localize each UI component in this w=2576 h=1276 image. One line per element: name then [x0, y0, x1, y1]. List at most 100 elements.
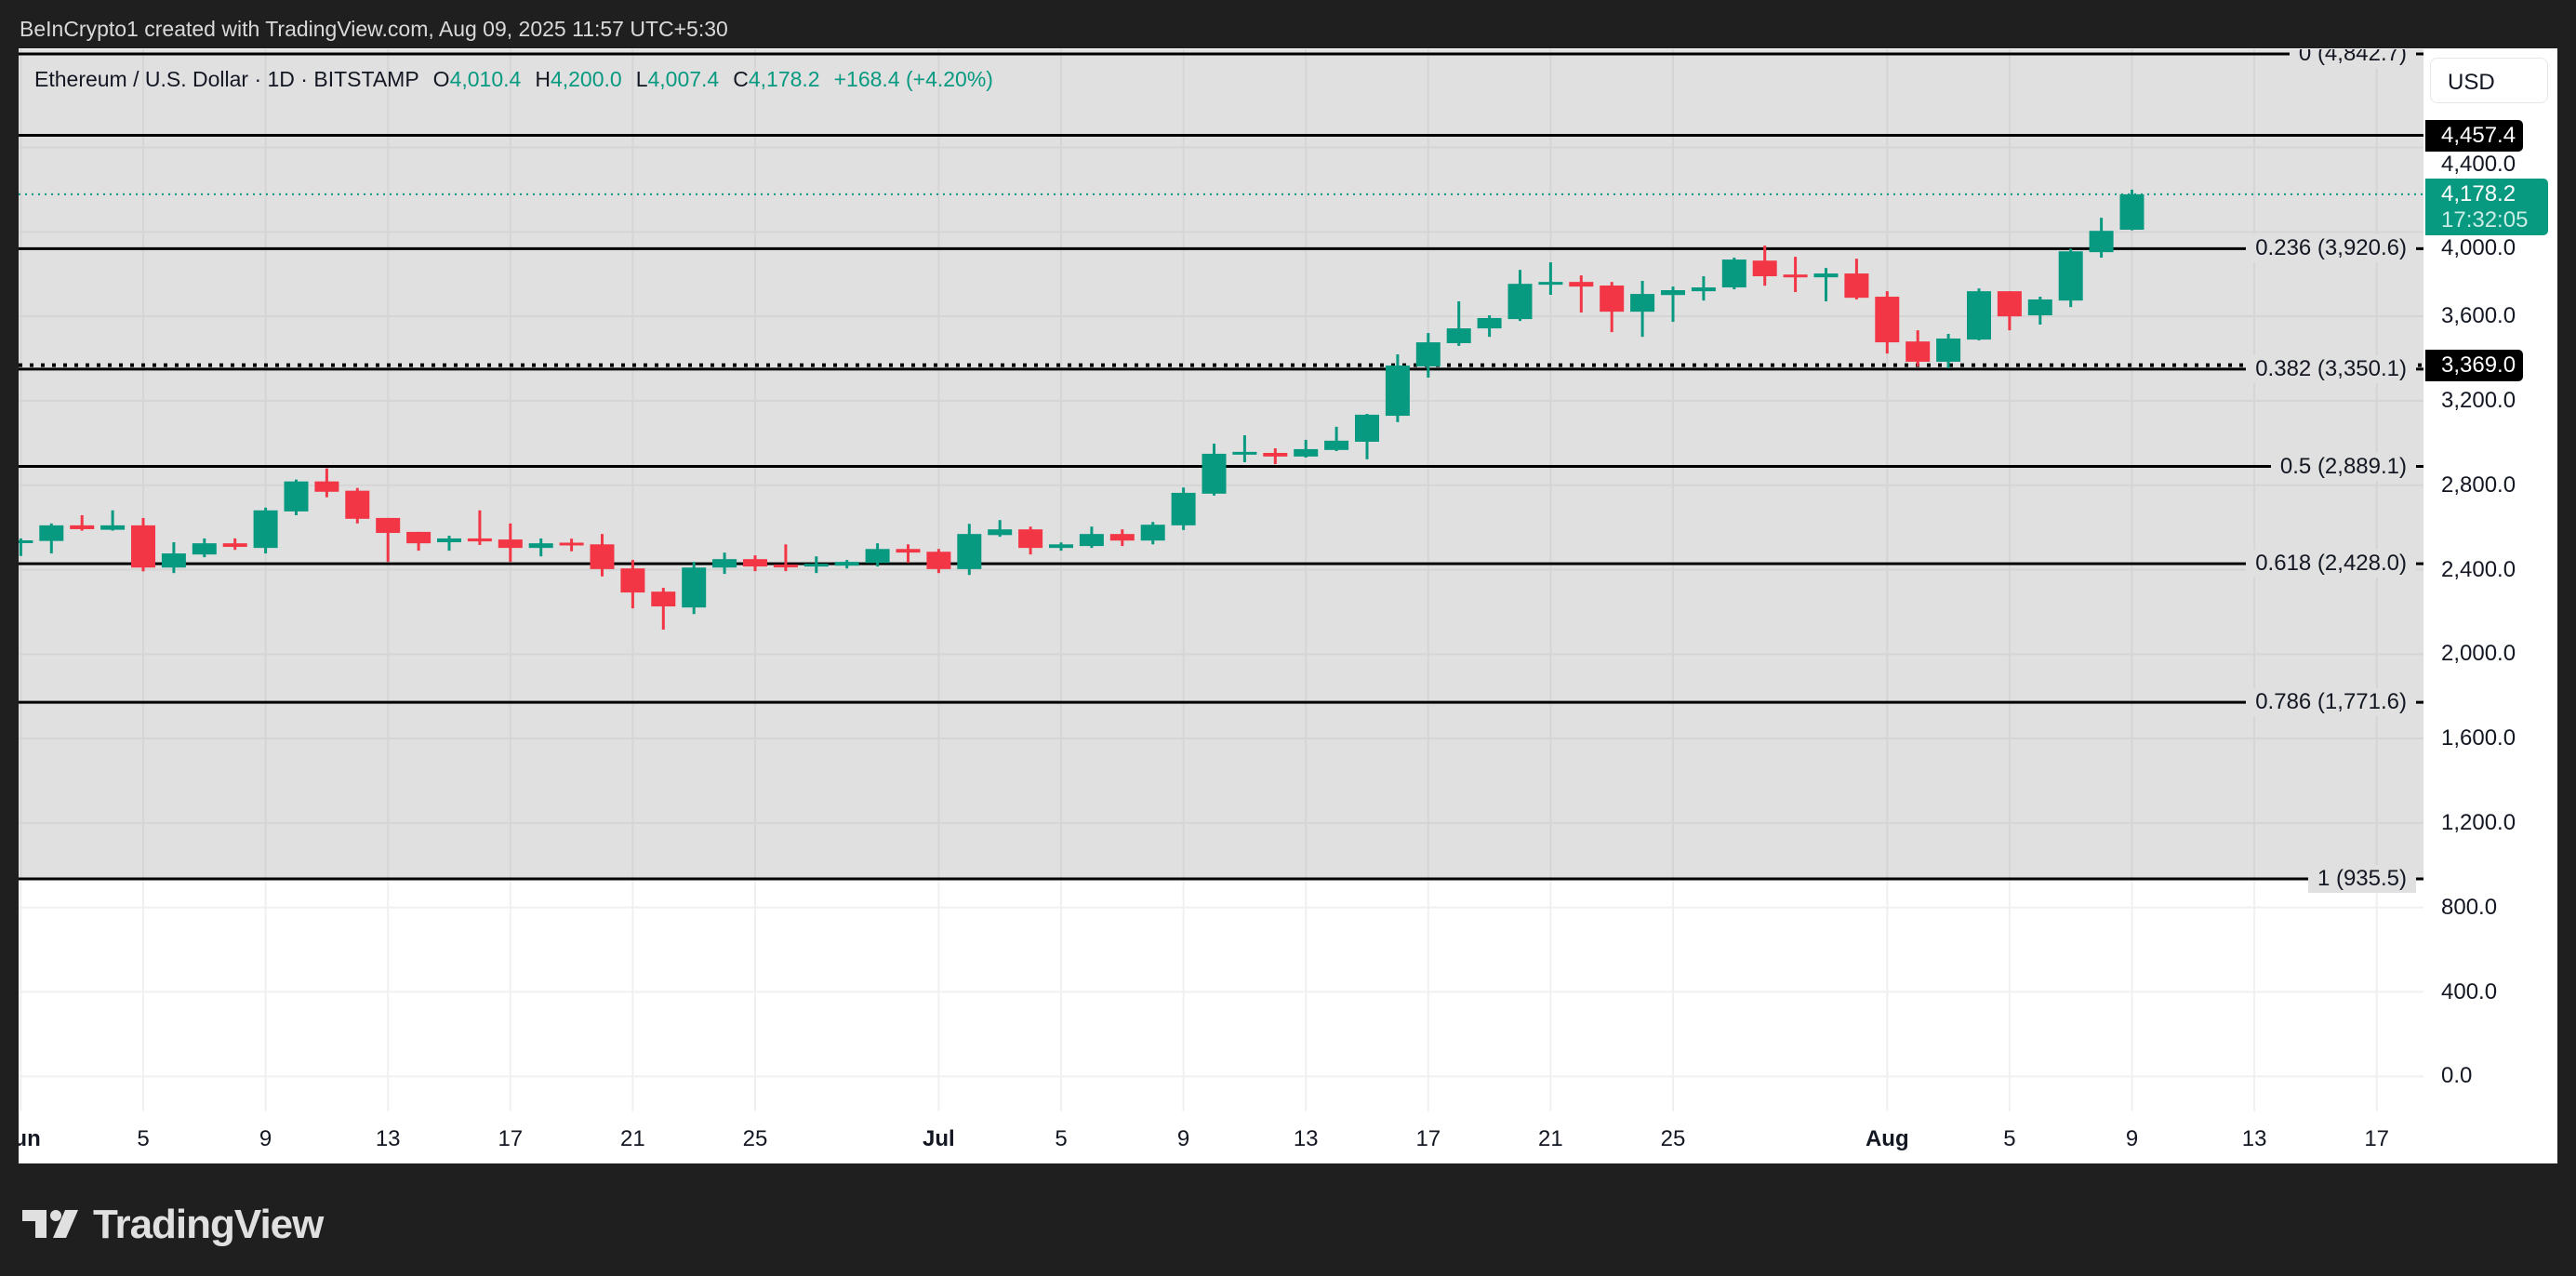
change-value: +168.4 (+4.20%) — [833, 67, 993, 91]
high-label: H — [535, 67, 551, 91]
price-axis-tick-label: 2,800.0 — [2441, 472, 2516, 498]
price-axis-tick-label: 4,000.0 — [2441, 234, 2516, 260]
time-axis-tick-label: 17 — [2364, 1126, 2390, 1151]
time-axis-tick-label: Jun — [19, 1126, 41, 1151]
time-axis-tick-label: 21 — [1538, 1126, 1563, 1151]
candle-body — [406, 531, 432, 544]
candle-body — [1600, 286, 1625, 312]
candle-body — [1813, 273, 1839, 278]
candle-body — [1630, 294, 1655, 312]
fib-level-label: 0.236 (3,920.6) — [2246, 234, 2416, 263]
candle-body — [896, 549, 921, 553]
candle-body — [1263, 453, 1288, 457]
time-axis-tick-label: 5 — [2003, 1126, 2016, 1151]
low-value: 4,007.4 — [647, 67, 720, 91]
candle-body — [1875, 297, 1900, 343]
time-axis-tick-label: 13 — [375, 1126, 401, 1151]
candle-body — [437, 538, 461, 543]
candle-body — [1997, 291, 2022, 317]
candle-body — [19, 539, 33, 543]
candle-body — [559, 542, 584, 546]
price-axis[interactable]: 0.0 400.0 800.0 1,200.0 1,600.0 2,000.0 2,400.… — [2423, 49, 2557, 1163]
fib-level-label: 1 (935.5) — [2307, 864, 2416, 893]
candle-body — [865, 549, 890, 564]
candle-body — [834, 562, 859, 566]
candle-body — [284, 481, 309, 512]
candle-body — [1844, 273, 1869, 299]
candle-body — [682, 567, 707, 608]
time-axis-tick-label: 17 — [1415, 1126, 1441, 1151]
time-axis-tick-label: Jul — [923, 1126, 955, 1151]
currency-button[interactable]: USD — [2430, 58, 2548, 103]
low-label: L — [635, 67, 648, 91]
candle-body — [1752, 260, 1777, 277]
candle-body — [2027, 299, 2052, 316]
candle-body — [131, 525, 155, 568]
candle-body — [712, 559, 737, 568]
last-price-label: 4,178.2 17:32:05 — [2425, 178, 2548, 235]
candle-body — [1507, 284, 1533, 320]
candle-body — [222, 543, 247, 548]
tradingview-logo-icon — [22, 1210, 78, 1238]
candle-body — [1415, 342, 1441, 366]
price-axis-tick-label: 1,600.0 — [2441, 725, 2516, 751]
candle-body — [100, 525, 126, 530]
price-axis-tick-label: 3,200.0 — [2441, 387, 2516, 413]
candle-body — [1477, 317, 1502, 329]
candle-body — [1202, 453, 1227, 494]
fib-level-label: 0.618 (2,428.0) — [2246, 550, 2416, 578]
time-axis-tick-label: 5 — [137, 1126, 150, 1151]
open-label: O — [432, 67, 450, 91]
candle-body — [1355, 414, 1379, 442]
candle-body — [253, 510, 278, 549]
candle-body — [1294, 448, 1319, 457]
plot-area[interactable]: 0 (4,842.7) 0.236 (3,920.6) 0.382 (3,350.1… — [19, 49, 2423, 1111]
candle-body — [161, 553, 186, 568]
candle-body — [988, 529, 1013, 536]
price-axis-tick-label: 2,000.0 — [2441, 641, 2516, 667]
candle-body — [1783, 274, 1808, 278]
candlestick-chart — [19, 49, 2423, 1111]
open-value: 4,010.4 — [449, 67, 522, 91]
candle-body — [376, 517, 401, 534]
candle-body — [1691, 287, 1716, 292]
candle-body — [528, 543, 553, 549]
symbol-legend: Ethereum / U.S. Dollar · 1D · BITSTAMP O… — [34, 67, 1007, 92]
fib-level-label: 0.5 (2,889.1) — [2270, 452, 2416, 481]
time-axis-tick-label: Aug — [1865, 1126, 1909, 1151]
candle-body — [1140, 525, 1165, 541]
candle-body — [1446, 328, 1471, 343]
symbol-title[interactable]: Ethereum / U.S. Dollar · 1D · BITSTAMP — [34, 67, 419, 91]
candle-body — [651, 591, 676, 607]
fib-level-label: 0.786 (1,771.6) — [2246, 688, 2416, 717]
candle-body — [192, 543, 217, 555]
candle-body — [70, 525, 95, 529]
candle-body — [1018, 529, 1043, 549]
time-axis-tick-label: 5 — [1055, 1126, 1068, 1151]
candle-body — [1079, 534, 1104, 547]
candle-body — [498, 539, 523, 549]
candle-body — [1109, 534, 1135, 541]
candle-body — [2058, 251, 2083, 301]
time-axis-tick-label: 21 — [620, 1126, 645, 1151]
price-axis-tick-label: 2,400.0 — [2441, 556, 2516, 582]
candle-body — [1538, 282, 1563, 286]
candle-body — [1324, 440, 1349, 450]
candle-body — [314, 481, 339, 492]
last-price-value: 4,178.2 — [2441, 180, 2516, 206]
chart-attribution: BeInCrypto1 created with TradingView.com… — [20, 17, 728, 41]
time-axis[interactable]: Jun 5 9 13 17 21 25 Jul 5 9 13 17 21 25 Aug 5 9 13 17 — [19, 1111, 2423, 1163]
candle-body — [1721, 259, 1746, 288]
fib-level-label: 0 (4,842.7) — [2289, 49, 2416, 69]
tradingview-logo[interactable]: TradingView — [22, 1202, 324, 1248]
candle-body — [2119, 193, 2144, 230]
candle-body — [345, 490, 370, 519]
time-axis-tick-label: 25 — [742, 1126, 768, 1151]
time-axis-tick-label: 17 — [498, 1126, 524, 1151]
fib-level-label: 0.382 (3,350.1) — [2246, 354, 2416, 383]
time-axis-tick-label: 13 — [2241, 1126, 2267, 1151]
tradingview-logo-text: TradingView — [93, 1202, 324, 1247]
candle-body — [2089, 231, 2114, 253]
candle-body — [743, 559, 767, 567]
candle-body — [1232, 451, 1257, 455]
